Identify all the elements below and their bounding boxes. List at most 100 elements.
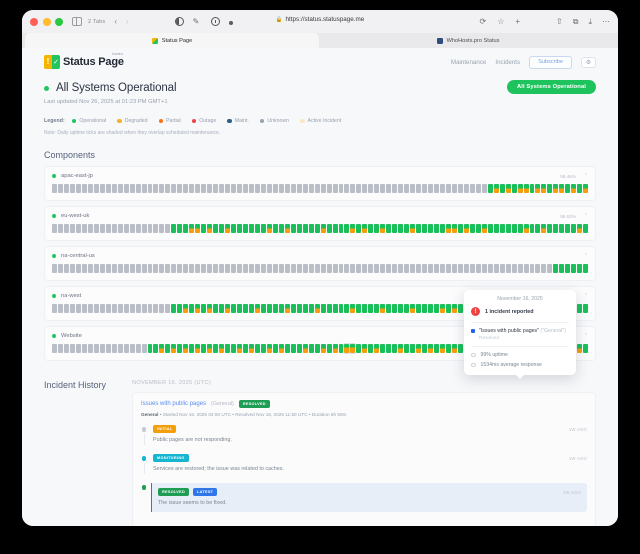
uptime-tick[interactable] <box>434 224 439 233</box>
uptime-tick[interactable] <box>201 184 207 193</box>
uptime-tick[interactable] <box>547 224 553 233</box>
uptime-tick[interactable] <box>529 224 535 233</box>
uptime-tick[interactable] <box>362 184 368 193</box>
uptime-tick[interactable] <box>111 264 117 273</box>
uptime-tick[interactable] <box>195 264 201 273</box>
uptime-tick[interactable] <box>117 224 123 233</box>
uptime-tick[interactable] <box>248 304 254 313</box>
uptime-tick[interactable] <box>147 184 153 193</box>
uptime-tick[interactable] <box>278 224 284 233</box>
uptime-tick[interactable] <box>499 184 505 193</box>
uptime-tick[interactable] <box>296 264 302 273</box>
uptime-tick[interactable] <box>57 304 63 313</box>
uptime-tick[interactable] <box>410 264 416 273</box>
uptime-tick[interactable] <box>583 344 589 353</box>
uptime-tick[interactable] <box>129 344 135 353</box>
uptime-tick[interactable] <box>93 264 99 273</box>
uptime-tick[interactable] <box>195 304 201 313</box>
uptime-tick[interactable] <box>320 304 326 313</box>
ellipsis-icon[interactable]: ⋯ <box>602 17 610 26</box>
uptime-tick[interactable] <box>57 264 63 273</box>
uptime-tick[interactable] <box>565 184 571 193</box>
uptime-tick[interactable] <box>141 304 147 313</box>
uptime-ticks[interactable] <box>52 224 589 233</box>
site-logo[interactable]: ! ✓ Status Page hosted <box>44 52 124 69</box>
uptime-tick[interactable] <box>451 304 457 313</box>
uptime-tick[interactable] <box>493 184 499 193</box>
uptime-tick[interactable] <box>147 304 153 313</box>
nav-item-maintenance[interactable]: Maintenance <box>450 58 487 66</box>
uptime-tick[interactable] <box>153 304 159 313</box>
uptime-tick[interactable] <box>481 264 487 273</box>
uptime-tick[interactable] <box>165 184 171 193</box>
uptime-tick[interactable] <box>374 344 380 353</box>
uptime-tick[interactable] <box>410 304 416 313</box>
uptime-tick[interactable] <box>219 184 225 193</box>
chevron-up-icon[interactable]: ⌃ <box>583 253 588 259</box>
uptime-tick[interactable] <box>213 184 219 193</box>
uptime-tick[interactable] <box>344 184 350 193</box>
uptime-tick[interactable] <box>225 184 231 193</box>
uptime-tick[interactable] <box>231 344 237 353</box>
uptime-tick[interactable] <box>254 344 260 353</box>
uptime-tick[interactable] <box>195 184 201 193</box>
uptime-tick[interactable] <box>362 224 368 233</box>
uptime-tick[interactable] <box>505 224 511 233</box>
uptime-tick[interactable] <box>565 264 571 273</box>
uptime-tick[interactable] <box>69 304 75 313</box>
uptime-tick[interactable] <box>416 304 422 313</box>
component-row[interactable]: eu-west-uk 99.63% ⌃ <box>44 206 596 241</box>
uptime-tick[interactable] <box>284 304 290 313</box>
uptime-tick[interactable] <box>445 344 451 353</box>
uptime-tick[interactable] <box>129 304 135 313</box>
uptime-tick[interactable] <box>243 184 248 193</box>
uptime-tick[interactable] <box>123 344 129 353</box>
uptime-tick[interactable] <box>398 184 404 193</box>
uptime-tick[interactable] <box>69 184 75 193</box>
uptime-tick[interactable] <box>386 304 392 313</box>
uptime-tick[interactable] <box>93 184 99 193</box>
uptime-tick[interactable] <box>457 304 463 313</box>
uptime-tick[interactable] <box>52 264 57 273</box>
uptime-tick[interactable] <box>296 224 302 233</box>
uptime-tick[interactable] <box>559 264 565 273</box>
uptime-tick[interactable] <box>416 224 422 233</box>
uptime-tick[interactable] <box>81 224 87 233</box>
uptime-tick[interactable] <box>272 344 278 353</box>
uptime-tick[interactable] <box>260 304 266 313</box>
uptime-tick[interactable] <box>225 304 231 313</box>
uptime-tick[interactable] <box>392 184 398 193</box>
uptime-tick[interactable] <box>201 224 207 233</box>
address-bar-actions[interactable]: ⟳ ☆ + <box>479 17 522 26</box>
uptime-tick[interactable] <box>463 224 469 233</box>
close-window-button[interactable] <box>30 17 38 26</box>
uptime-tick[interactable] <box>266 304 272 313</box>
uptime-tick[interactable] <box>332 344 338 353</box>
uptime-tick[interactable] <box>75 224 81 233</box>
gear-icon[interactable]: ⚙ <box>581 56 596 68</box>
uptime-tick[interactable] <box>326 264 332 273</box>
uptime-tick[interactable] <box>577 224 583 233</box>
uptime-tick[interactable] <box>171 224 177 233</box>
uptime-tick[interactable] <box>237 224 242 233</box>
uptime-tick[interactable] <box>511 264 517 273</box>
uptime-tick[interactable] <box>129 184 135 193</box>
uptime-tick[interactable] <box>290 224 296 233</box>
uptime-tick[interactable] <box>225 344 231 353</box>
uptime-tick[interactable] <box>416 264 422 273</box>
chevron-up-icon[interactable]: ⌃ <box>583 333 588 339</box>
uptime-tick[interactable] <box>225 264 231 273</box>
uptime-tick[interactable] <box>75 184 81 193</box>
uptime-tick[interactable] <box>523 264 529 273</box>
uptime-tick[interactable] <box>404 184 410 193</box>
uptime-tick[interactable] <box>207 264 213 273</box>
uptime-tick[interactable] <box>87 264 93 273</box>
uptime-tick[interactable] <box>272 184 278 193</box>
uptime-tick[interactable] <box>398 344 404 353</box>
uptime-tick[interactable] <box>517 264 523 273</box>
uptime-tick[interactable] <box>344 344 350 353</box>
uptime-tick[interactable] <box>189 304 195 313</box>
uptime-tick[interactable] <box>93 344 99 353</box>
uptime-tick[interactable] <box>63 304 69 313</box>
uptime-tick[interactable] <box>308 224 314 233</box>
